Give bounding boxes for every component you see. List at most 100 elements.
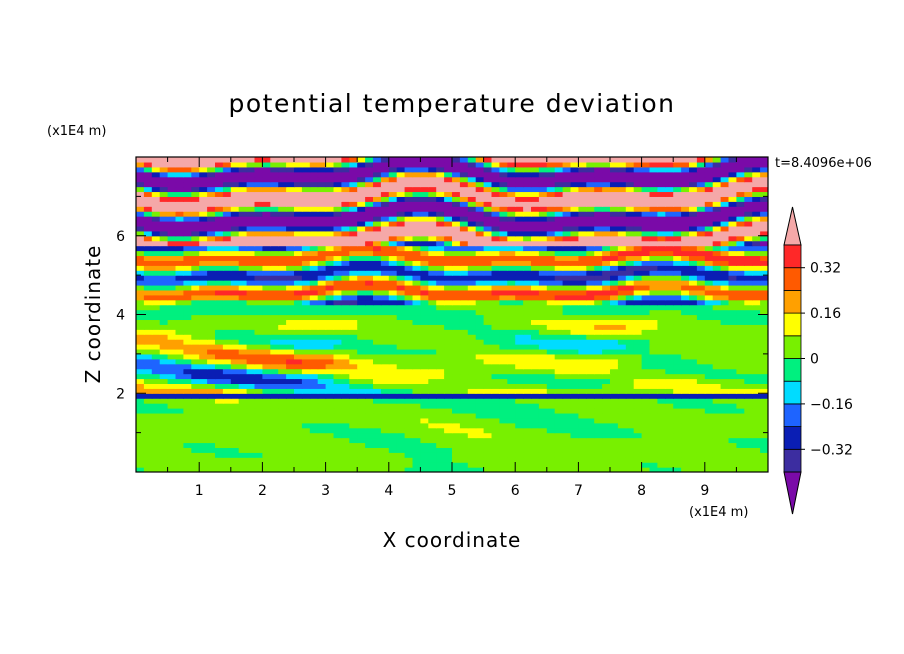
contour-cell [689, 166, 698, 173]
contour-cell [199, 181, 208, 188]
contour-cell [736, 398, 745, 404]
contour-cell [215, 280, 224, 286]
contour-cell [673, 255, 682, 261]
contour-cell [207, 280, 216, 286]
contour-cell [641, 206, 651, 212]
contour-cell [704, 314, 714, 321]
contour-cell [625, 452, 635, 458]
contour-cell [199, 348, 208, 355]
contour-cell [317, 166, 327, 173]
contour-cell [357, 201, 366, 207]
contour-cell [294, 447, 303, 453]
contour-cell [349, 289, 358, 296]
contour-cell [365, 240, 374, 247]
contour-cell [625, 398, 635, 404]
contour-cell [625, 250, 635, 257]
contour-cell [641, 181, 651, 188]
contour-cell [199, 275, 208, 281]
contour-cell [570, 181, 579, 188]
contour-cell [673, 176, 682, 183]
contour-cell [452, 245, 461, 252]
contour-cell [199, 457, 208, 463]
contour-cell [159, 319, 169, 325]
contour-cell [294, 201, 303, 207]
contour-cell [254, 422, 263, 429]
contour-cell [602, 452, 611, 458]
contour-cell [712, 255, 722, 261]
contour-cell [278, 230, 287, 237]
contour-cell [412, 442, 421, 448]
contour-cell [286, 171, 295, 178]
contour-cell [696, 201, 706, 207]
contour-cell [349, 250, 358, 257]
contour-cell [151, 230, 161, 237]
contour-cell [752, 304, 761, 311]
contour-cell [143, 344, 153, 350]
contour-cell [554, 309, 564, 316]
contour-cell [270, 191, 279, 197]
contour-cell [246, 171, 256, 178]
contour-cell [254, 368, 263, 375]
contour-cell [175, 166, 184, 173]
contour-cell [459, 294, 469, 301]
contour-cell [199, 368, 208, 375]
contour-cell [175, 206, 184, 212]
contour-cell [175, 452, 184, 458]
contour-cell [373, 245, 382, 252]
contour-cell [167, 462, 177, 468]
contour-cell [712, 393, 722, 399]
contour-cell [262, 284, 271, 291]
contour-cell [309, 432, 319, 439]
contour-cell [633, 211, 643, 217]
contour-cell [191, 216, 200, 222]
contour-cell [452, 186, 461, 193]
contour-cell [143, 412, 153, 419]
contour-cell [712, 334, 722, 340]
contour-cell [712, 398, 722, 404]
contour-cell [681, 373, 690, 380]
contour-cell [594, 393, 603, 399]
contour-cell [317, 427, 327, 434]
contour-cell [388, 344, 398, 350]
contour-cell [444, 368, 453, 375]
contour-cell [459, 344, 469, 350]
contour-cell [278, 216, 287, 222]
contour-cell [586, 363, 595, 370]
contour-cell [523, 206, 532, 212]
contour-cell [728, 299, 737, 306]
y-axis-unit: (x1E4 m) [47, 124, 106, 139]
contour-cell [199, 216, 208, 222]
contour-cell [278, 255, 287, 261]
contour-cell [467, 206, 477, 212]
contour-cell [420, 447, 429, 453]
contour-cell [546, 398, 556, 404]
contour-cell [143, 255, 153, 261]
contour-cell [744, 245, 753, 252]
time-label: t=8.4096e+06 [775, 156, 872, 171]
contour-cell [167, 230, 177, 237]
contour-cell [143, 383, 153, 389]
contour-cell [617, 230, 627, 237]
contour-cell [728, 467, 737, 472]
contour-cell [633, 201, 643, 207]
contour-cell [388, 270, 398, 276]
contour-cell [436, 358, 445, 365]
contour-cell [467, 260, 477, 266]
contour-cell [420, 245, 429, 252]
contour-cell [641, 339, 651, 345]
contour-cell [728, 393, 737, 399]
contour-cell [246, 422, 256, 429]
contour-cell [222, 378, 232, 384]
contour-cell [665, 348, 674, 355]
contour-cell [301, 255, 311, 261]
contour-cell [720, 442, 730, 448]
contour-cell [760, 289, 768, 296]
contour-cell [704, 196, 714, 202]
contour-cell [523, 220, 532, 227]
contour-cell [199, 201, 208, 207]
contour-cell [610, 206, 619, 212]
contour-cell [594, 363, 603, 370]
contour-cell [704, 373, 714, 380]
contour-cell [491, 225, 500, 232]
contour-cell [159, 171, 169, 178]
